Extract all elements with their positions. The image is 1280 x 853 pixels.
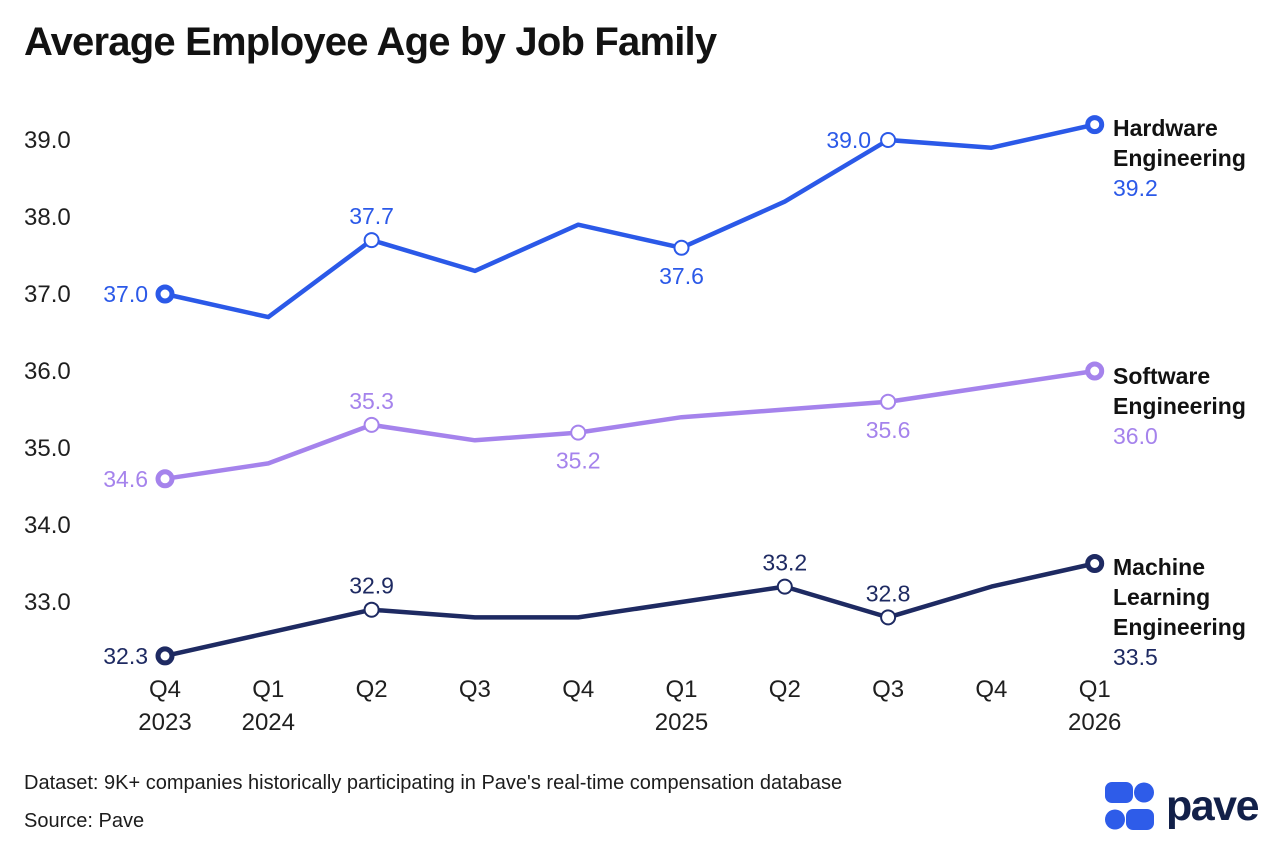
data-point-marker [155, 469, 175, 489]
x-axis-tick-label: Q2 [356, 676, 388, 703]
source-caption: Source: Pave [24, 810, 145, 832]
legend-software-engineering: Software Engineering 36.0 [1113, 361, 1279, 451]
y-axis-tick-label: 34.0 [24, 512, 71, 539]
legend-series-value: 33.5 [1113, 644, 1158, 670]
pave-wordmark: pave [1165, 781, 1260, 830]
y-axis-tick-label: 38.0 [24, 204, 71, 231]
dataset-caption: Dataset: 9K+ companies historically part… [24, 772, 843, 794]
legend-series-value: 39.2 [1113, 175, 1158, 201]
data-point-label: 35.3 [349, 388, 394, 414]
data-point-label: 37.6 [659, 263, 704, 289]
data-point-marker [880, 393, 897, 410]
data-point-marker [363, 232, 380, 249]
legend-series-name: Software Engineering [1113, 363, 1246, 419]
data-point-marker [1085, 115, 1105, 135]
data-point-marker [363, 601, 380, 618]
data-point-marker [155, 646, 175, 666]
series-line [162, 561, 1097, 659]
x-axis-year-label: 2023 [138, 709, 191, 736]
y-axis-tick-label: 37.0 [24, 281, 71, 308]
data-point-marker [570, 424, 587, 441]
page-title: Average Employee Age by Job Family [24, 20, 717, 64]
x-axis-tick-label: Q4 [975, 676, 1007, 703]
data-point-marker [155, 284, 175, 304]
legend-series-value: 36.0 [1113, 423, 1158, 449]
legend-hardware-engineering: Hardware Engineering 39.2 [1113, 113, 1279, 203]
data-point-marker [880, 132, 897, 148]
y-axis-tick-label: 33.0 [24, 589, 71, 616]
x-axis-tick-label: Q2 [769, 676, 801, 703]
y-axis-tick-label: 36.0 [24, 358, 71, 385]
data-point-label: 32.3 [103, 643, 148, 669]
data-point-marker [776, 578, 793, 595]
data-point-label: 35.6 [866, 417, 911, 443]
x-axis-year-label: 2026 [1068, 709, 1121, 736]
x-axis-year-label: 2024 [242, 709, 295, 736]
legend-series-name: Hardware Engineering [1113, 115, 1246, 171]
series-line [162, 368, 1097, 482]
x-axis-tick-label: Q3 [459, 676, 491, 703]
x-axis-tick-label: Q3 [872, 676, 904, 703]
data-point-label: 37.7 [349, 203, 394, 229]
data-point-marker [363, 416, 380, 433]
y-axis-tick-label: 39.0 [24, 127, 71, 154]
x-axis-tick-label: Q4 [149, 676, 181, 703]
data-point-label: 33.2 [762, 550, 807, 576]
data-point-label: 32.9 [349, 573, 394, 599]
data-point-marker [1085, 554, 1105, 573]
data-point-label: 32.8 [866, 580, 911, 606]
x-axis-tick-label: Q1 [252, 676, 284, 703]
data-point-label: 39.0 [826, 127, 871, 153]
data-point-label: 35.2 [556, 448, 601, 474]
data-point-label: 37.0 [103, 281, 148, 307]
x-axis-tick-label: Q1 [665, 676, 697, 703]
pave-logo-icon [1104, 782, 1154, 830]
y-axis-tick-label: 35.0 [24, 435, 71, 462]
legend-machine-learning-engineering: Machine Learning Engineering 33.5 [1113, 552, 1279, 672]
x-axis-year-label: 2025 [655, 709, 708, 736]
legend-series-name: Machine Learning Engineering [1113, 554, 1246, 640]
series-line [162, 122, 1097, 320]
data-point-marker [673, 239, 690, 256]
x-axis-tick-label: Q4 [562, 676, 594, 703]
pave-logo: pave [1104, 781, 1260, 830]
x-axis-tick-label: Q1 [1079, 676, 1111, 703]
data-point-marker [1085, 361, 1105, 381]
data-point-label: 34.6 [103, 466, 148, 492]
data-point-marker [880, 609, 897, 626]
